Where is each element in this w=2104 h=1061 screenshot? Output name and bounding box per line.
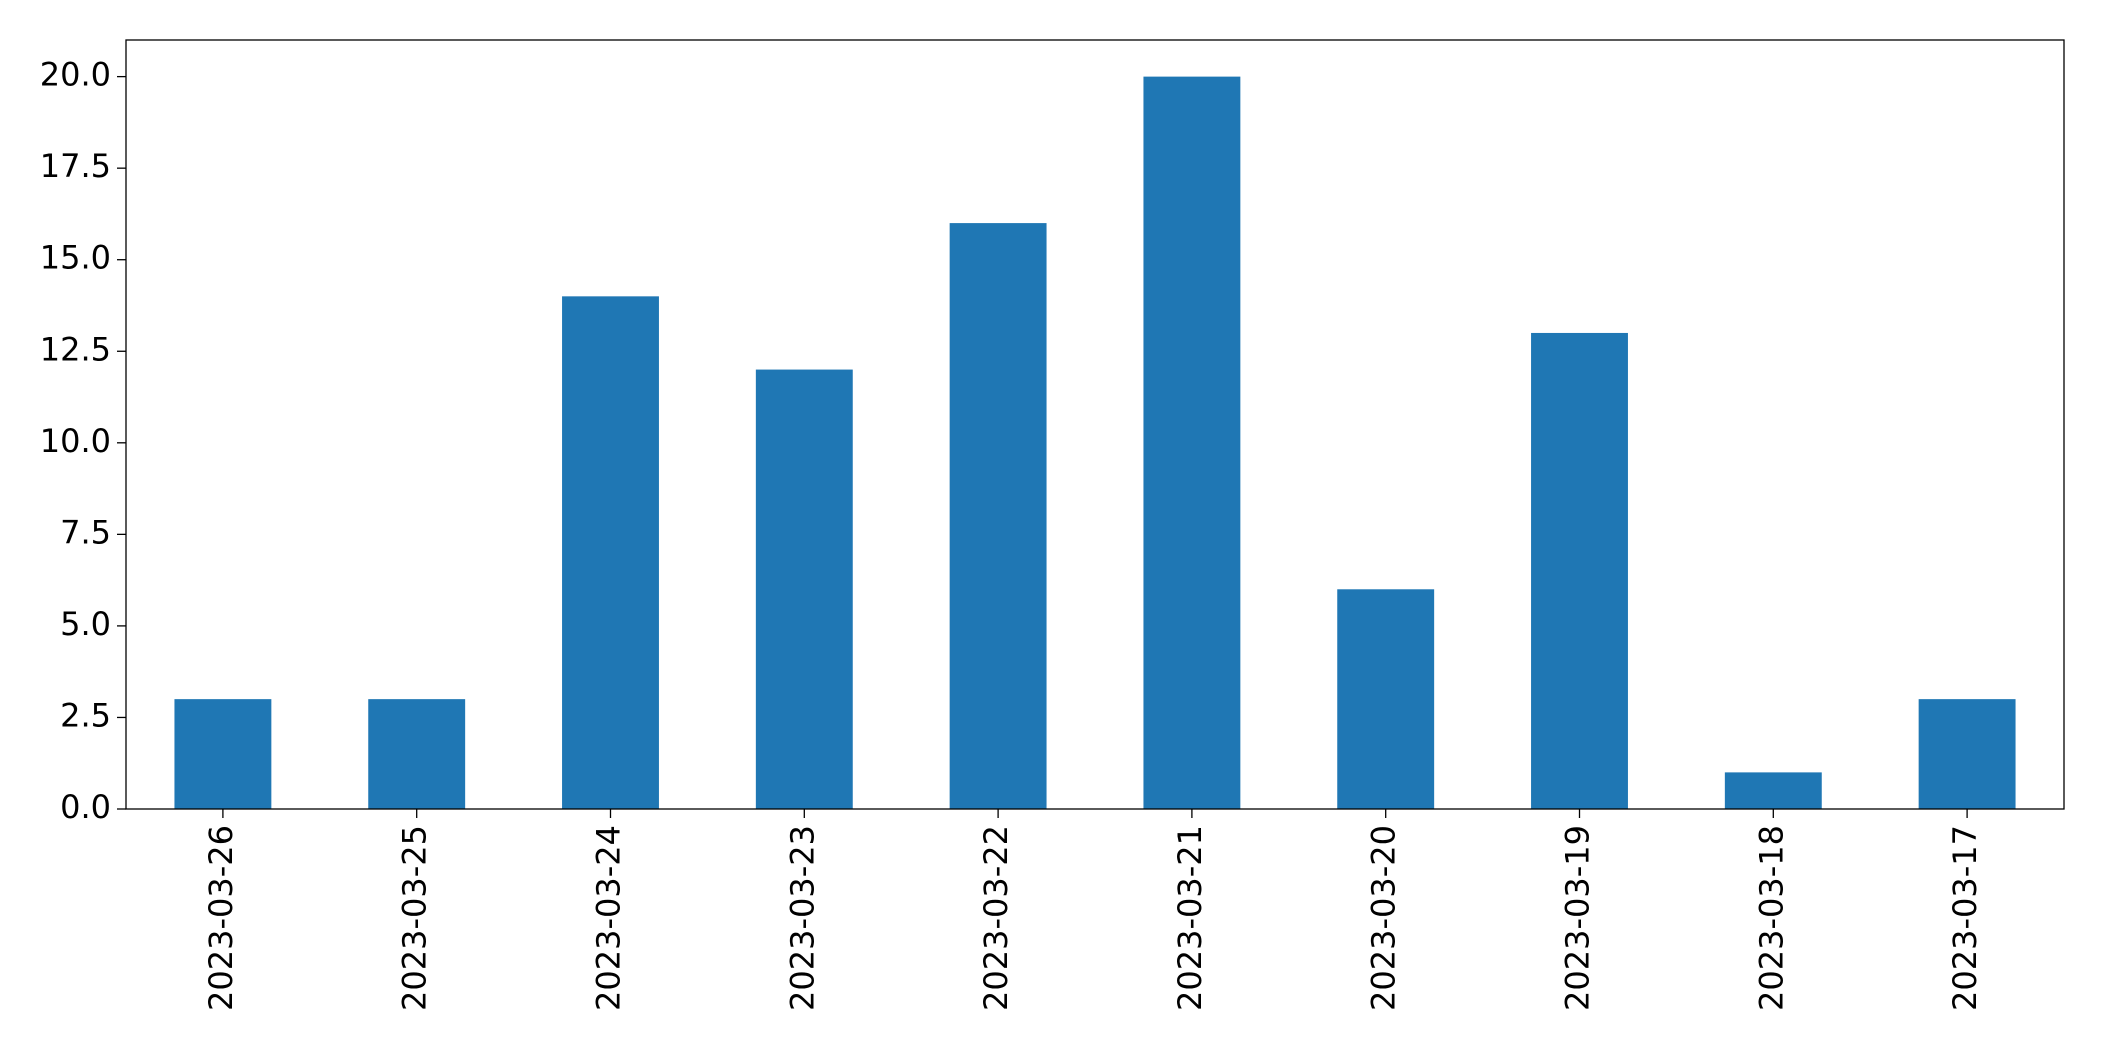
bar	[174, 699, 272, 809]
bar	[949, 223, 1047, 810]
x-tick-label: 2023-03-22	[977, 825, 1015, 1011]
x-tick-label: 2023-03-21	[1171, 825, 1209, 1011]
bar	[1531, 332, 1628, 809]
x-tick-label: 2023-03-20	[1365, 825, 1403, 1011]
bar	[1143, 76, 1241, 810]
x-tick-label: 2023-03-25	[396, 825, 434, 1011]
bar	[755, 369, 853, 809]
x-tick-label: 2023-03-18	[1752, 825, 1790, 1011]
x-tick-label: 2023-03-19	[1559, 825, 1597, 1011]
bar	[1918, 699, 2016, 809]
x-tick-label: 2023-03-26	[202, 825, 240, 1011]
plot-frame	[125, 39, 2065, 810]
bar	[562, 296, 659, 809]
y-tick-label: 20.0	[40, 56, 111, 94]
y-tick-label: 10.0	[40, 422, 111, 460]
bar	[1724, 772, 1822, 809]
y-tick-label: 0.0	[60, 788, 111, 826]
x-tick-label: 2023-03-17	[1946, 825, 1984, 1011]
y-tick-label: 5.0	[60, 605, 111, 643]
x-tick-label: 2023-03-23	[783, 825, 821, 1011]
bar	[368, 699, 466, 809]
x-tick-label: 2023-03-24	[590, 825, 628, 1011]
y-tick-label: 2.5	[60, 696, 111, 734]
y-tick-label: 17.5	[40, 147, 111, 185]
bar	[1337, 589, 1435, 809]
y-tick-label: 15.0	[40, 239, 111, 277]
y-tick-label: 7.5	[60, 513, 111, 551]
y-tick-label: 12.5	[40, 330, 111, 368]
